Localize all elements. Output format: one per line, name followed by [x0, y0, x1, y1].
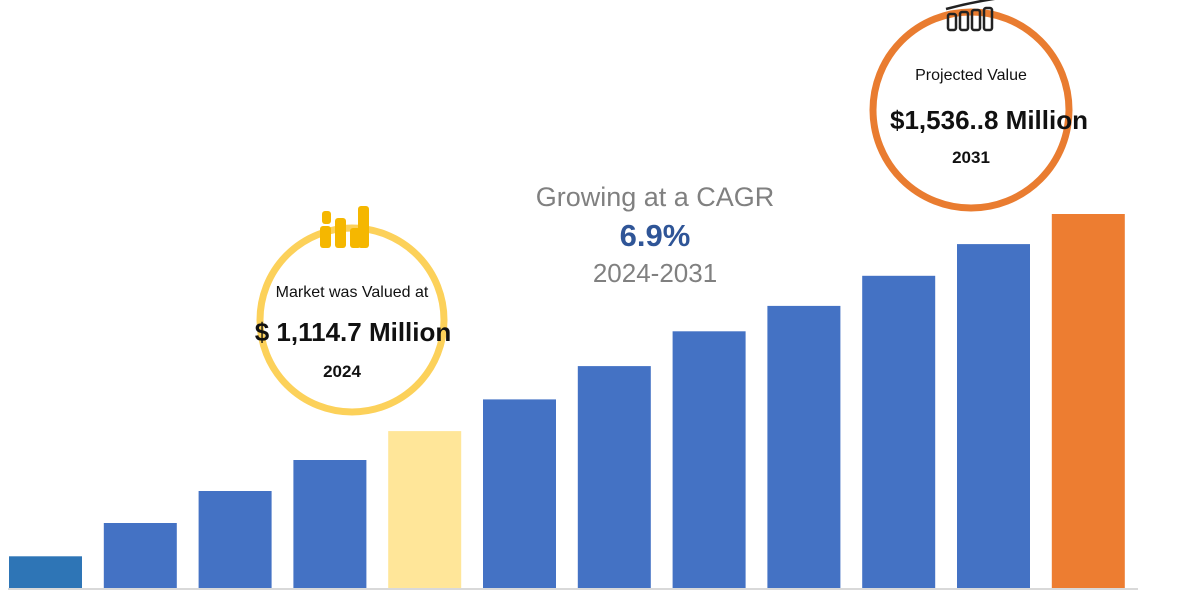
end-callout-label: Projected Value	[915, 67, 1027, 84]
bar-12	[1051, 214, 1125, 588]
bars-layer	[9, 214, 1125, 588]
start-callout-year: 2024	[323, 362, 361, 381]
bar-9	[767, 305, 841, 588]
bar-4	[293, 460, 367, 588]
end-callout-value: $1,536..8 Million	[890, 105, 1088, 135]
bar-2	[103, 523, 177, 588]
start-callout-value: $ 1,114.7 Million	[254, 317, 452, 347]
bar-5	[388, 431, 462, 588]
bar-8	[672, 331, 746, 588]
growth-bars-icon	[945, 0, 996, 32]
cagr-period: 2024-2031	[592, 258, 718, 288]
start-callout-label: Market was Valued at	[275, 284, 429, 301]
bar-11	[957, 244, 1030, 588]
cagr-rate: 6.9%	[619, 218, 691, 253]
cagr-heading: Growing at a CAGR	[535, 182, 775, 212]
bar-chart-icon	[320, 206, 369, 248]
bar-6	[483, 399, 556, 588]
bar-7	[577, 366, 651, 588]
start-callout-ring	[256, 224, 448, 416]
end-callout-year: 2031	[952, 148, 990, 167]
bar-3	[198, 491, 272, 588]
bar-1	[9, 556, 82, 588]
bar-10	[862, 275, 936, 588]
